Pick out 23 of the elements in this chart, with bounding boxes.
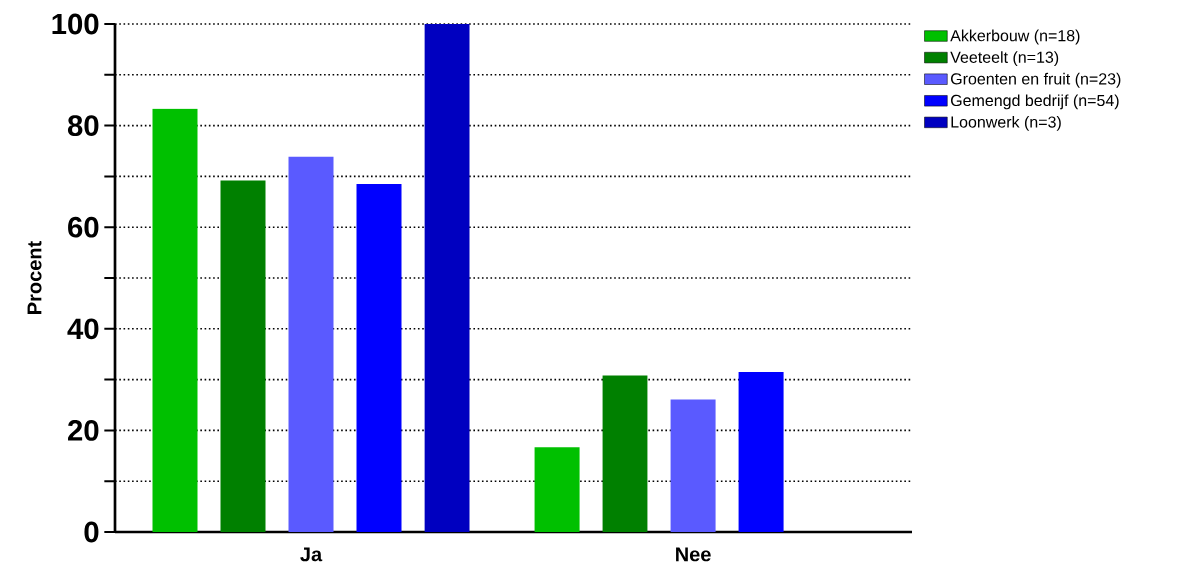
legend-label: Veeteelt (n=13): [950, 51, 1059, 67]
bar: [288, 156, 334, 532]
bar: [534, 447, 580, 532]
y-tick-label: 80: [67, 115, 99, 136]
bar: [602, 375, 648, 532]
x-tick-label: Nee: [676, 547, 711, 562]
bar: [424, 24, 470, 532]
bar: [220, 180, 266, 532]
legend-label: Loonwerk (n=3): [951, 115, 1061, 131]
y-tick-label: 60: [68, 216, 99, 238]
y-tick-label: 0: [84, 521, 99, 543]
bar: [152, 108, 198, 532]
legend-label: Akkerbouw (n=18): [950, 29, 1080, 45]
legend-label: Groenten en fruit (n=23): [951, 72, 1121, 88]
y-axis-title: Procent: [27, 241, 42, 314]
y-tick-label: 40: [67, 318, 99, 340]
y-tick-label: 20: [68, 420, 99, 441]
y-tick-label: 100: [52, 13, 99, 35]
bar: [670, 399, 716, 532]
bar: [356, 184, 402, 532]
bar: [738, 371, 784, 532]
legend-label: Gemengd bedrijf (n=54): [951, 94, 1119, 110]
x-tick-label: Ja: [300, 547, 323, 562]
